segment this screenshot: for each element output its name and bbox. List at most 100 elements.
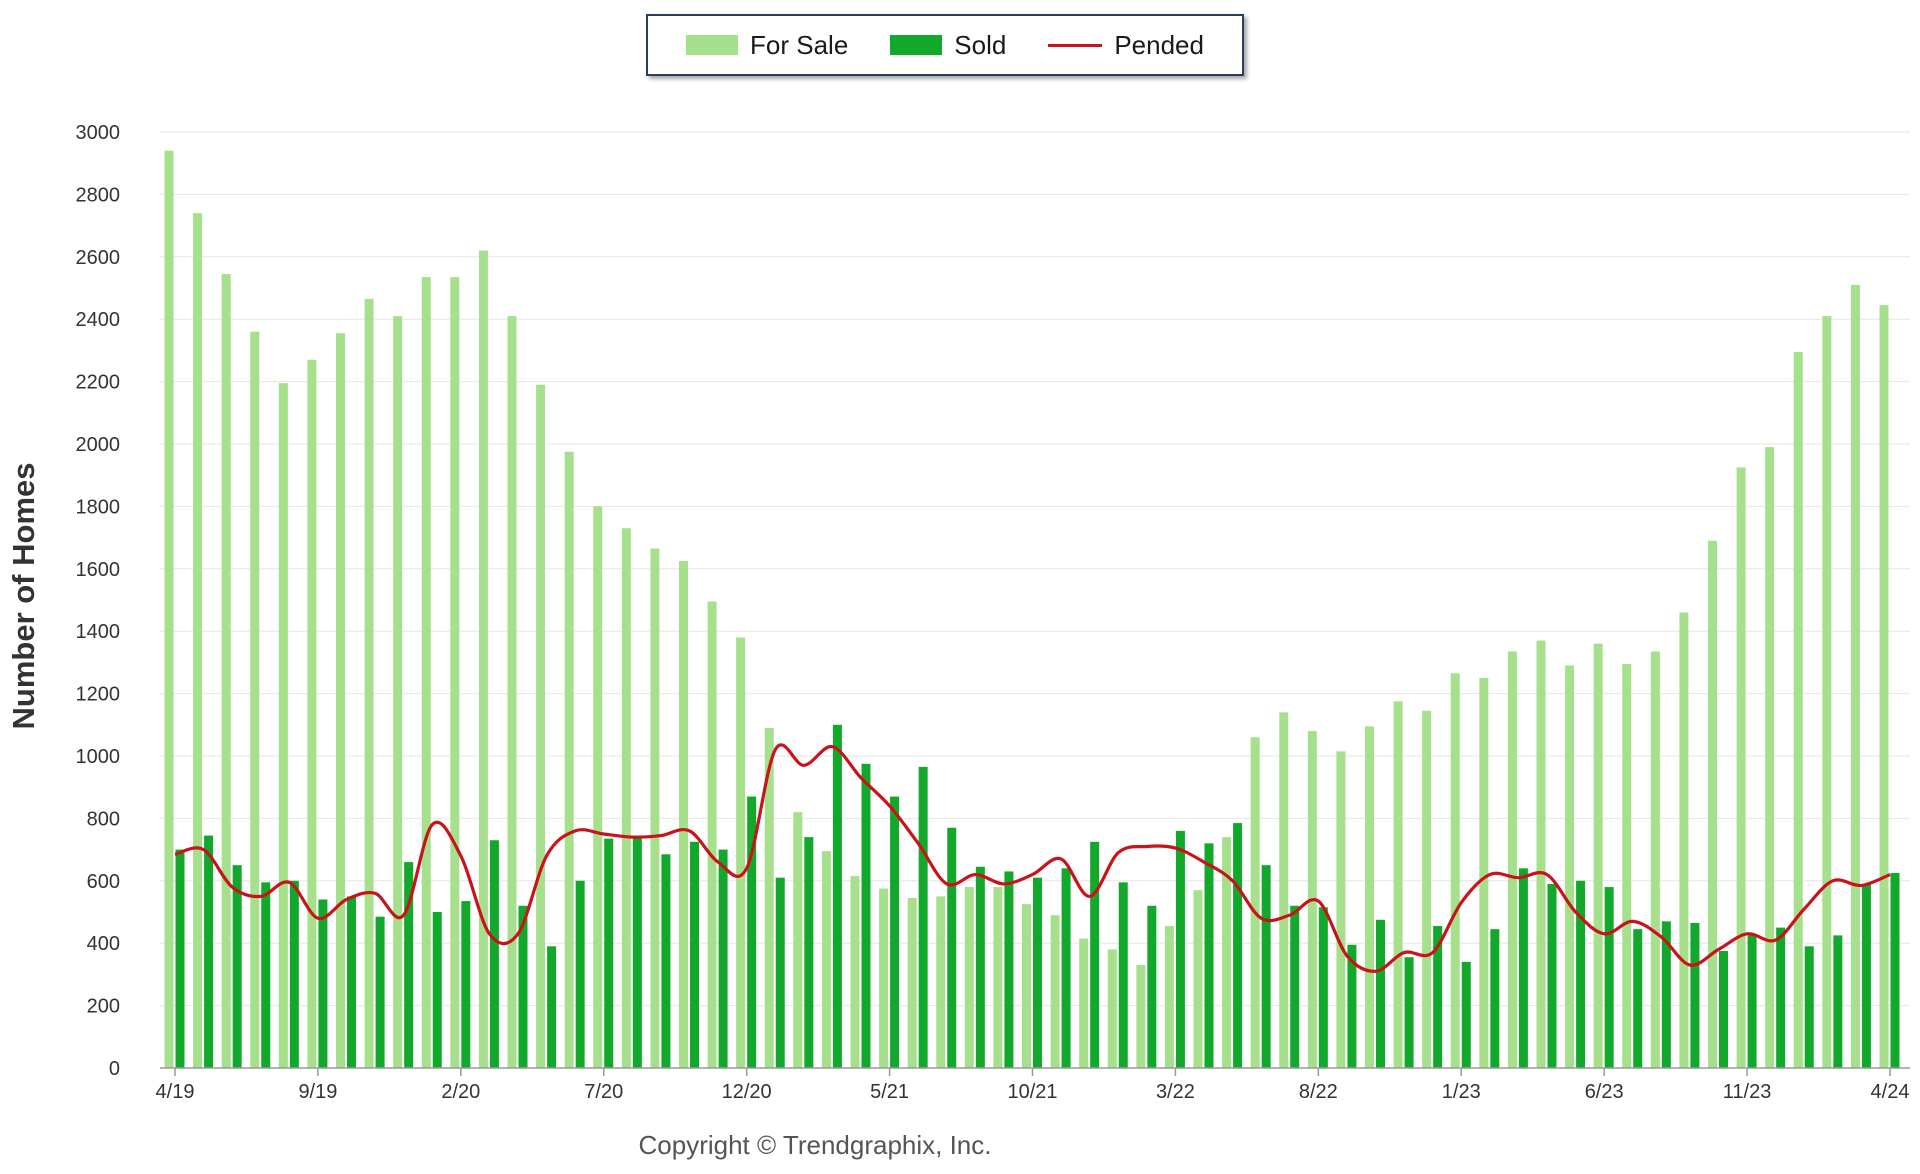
x-tick-label: 4/19 — [156, 1081, 195, 1103]
bar-for-sale — [736, 637, 746, 1068]
bar-sold — [1547, 883, 1557, 1068]
bar-for-sale — [164, 150, 174, 1069]
legend-label-for-sale: For Sale — [750, 29, 849, 60]
bar-for-sale — [1765, 447, 1775, 1068]
bar-sold — [632, 835, 642, 1068]
bar-for-sale — [1622, 663, 1632, 1068]
bar-for-sale — [1850, 284, 1860, 1068]
bar-for-sale — [764, 727, 774, 1068]
bar-for-sale — [564, 451, 574, 1068]
bar-sold — [1719, 951, 1728, 1068]
bar-sold — [289, 880, 299, 1068]
bar-sold — [1518, 868, 1528, 1068]
bar-for-sale — [250, 331, 260, 1068]
bar-sold — [861, 763, 871, 1068]
bar-sold — [1461, 961, 1471, 1068]
bar-sold — [775, 877, 785, 1068]
bar-for-sale — [1136, 965, 1146, 1068]
bar-for-sale — [1793, 351, 1803, 1069]
y-tick-label: 600 — [87, 871, 120, 893]
x-tick-label: 6/23 — [1585, 1081, 1624, 1103]
pended-line-layer — [174, 743, 1891, 973]
bar-sold — [890, 796, 900, 1068]
bar-sold — [1004, 871, 1014, 1068]
bar-for-sale — [850, 876, 860, 1068]
bar-for-sale — [1479, 678, 1489, 1068]
bar-sold — [661, 854, 671, 1068]
bar-for-sale — [278, 383, 288, 1068]
bar-sold — [232, 865, 242, 1068]
legend-label-sold: Sold — [954, 29, 1007, 60]
y-tick-label: 1600 — [76, 559, 121, 581]
y-tick-label: 1800 — [76, 496, 121, 518]
bar-for-sale — [907, 897, 917, 1068]
bar-sold — [690, 841, 699, 1068]
bar-sold — [175, 849, 185, 1068]
bar-for-sale — [1164, 926, 1174, 1068]
legend-item-sold[interactable]: Sold — [890, 30, 1006, 61]
bar-for-sale — [793, 812, 803, 1068]
bar-sold — [1490, 929, 1500, 1068]
bar-for-sale — [1393, 701, 1403, 1068]
bar-sold — [832, 724, 842, 1068]
bar-for-sale — [1336, 751, 1346, 1068]
bar-for-sale — [393, 316, 403, 1069]
bar-for-sale — [964, 887, 974, 1068]
legend-label-pended: Pended — [1114, 29, 1204, 60]
bar-for-sale — [1079, 938, 1089, 1068]
bar-sold — [747, 796, 757, 1068]
y-tick-label: 2800 — [76, 184, 121, 206]
sold-bars — [175, 724, 1900, 1068]
bar-for-sale — [450, 277, 460, 1069]
x-tick-label: 1/23 — [1442, 1081, 1481, 1103]
bar-for-sale — [1279, 712, 1289, 1068]
bar-sold — [1061, 868, 1071, 1068]
legend: For Sale Sold Pended — [646, 14, 1244, 76]
bar-for-sale — [879, 888, 889, 1068]
bar-sold — [1204, 843, 1214, 1068]
bar-sold — [1147, 905, 1157, 1068]
bar-sold — [547, 946, 557, 1068]
legend-item-pended[interactable]: Pended — [1048, 30, 1204, 61]
bar-sold — [718, 849, 728, 1068]
bar-sold — [461, 901, 471, 1068]
bar-sold — [1175, 830, 1185, 1068]
bar-for-sale — [421, 277, 431, 1069]
bar-sold — [1776, 927, 1786, 1068]
bar-for-sale — [1507, 651, 1517, 1068]
y-tick-label: 2600 — [76, 247, 121, 269]
bar-for-sale — [1022, 904, 1031, 1068]
bar-for-sale — [1565, 665, 1575, 1068]
x-tick-label: 11/23 — [1723, 1081, 1772, 1103]
x-tick-labels: 4/19 9/19 2/20 7/20 12/20 5/21 10/21 3/22 8/22 1/… — [156, 1081, 1910, 1103]
y-tick-label: 200 — [87, 996, 120, 1018]
bar-sold — [1890, 873, 1900, 1068]
bar-for-sale — [1450, 673, 1460, 1068]
bar-sold — [1118, 882, 1128, 1068]
bar-sold — [1633, 929, 1643, 1068]
y-tick-label: 1000 — [76, 746, 121, 768]
y-axis-title: Number of Homes — [6, 462, 41, 730]
legend-swatch-pended — [1048, 43, 1103, 47]
bar-sold — [347, 896, 356, 1068]
x-tick-label: 10/21 — [1007, 1081, 1057, 1103]
bar-for-sale — [536, 384, 546, 1069]
bar-for-sale — [478, 250, 488, 1068]
y-tick-labels: 0 200 400 600 800 1000 1200 1400 1600 1800 2000 220… — [76, 122, 121, 1080]
bar-sold — [404, 862, 414, 1068]
bar-sold — [1261, 865, 1271, 1068]
bar-sold — [918, 766, 928, 1068]
bar-for-sale — [1050, 915, 1060, 1068]
legend-item-for-sale[interactable]: For Sale — [686, 30, 848, 61]
bar-sold — [1318, 907, 1328, 1068]
bar-for-sale — [307, 359, 317, 1068]
bar-sold — [1861, 883, 1871, 1068]
legend-swatch-for-sale — [686, 35, 739, 55]
bar-sold — [318, 899, 328, 1068]
x-tick-label: 4/24 — [1871, 1081, 1910, 1103]
bar-for-sale — [1879, 305, 1889, 1068]
bar-for-sale — [821, 851, 831, 1068]
bar-for-sale — [1107, 949, 1117, 1068]
y-tick-label: 3000 — [76, 122, 121, 144]
